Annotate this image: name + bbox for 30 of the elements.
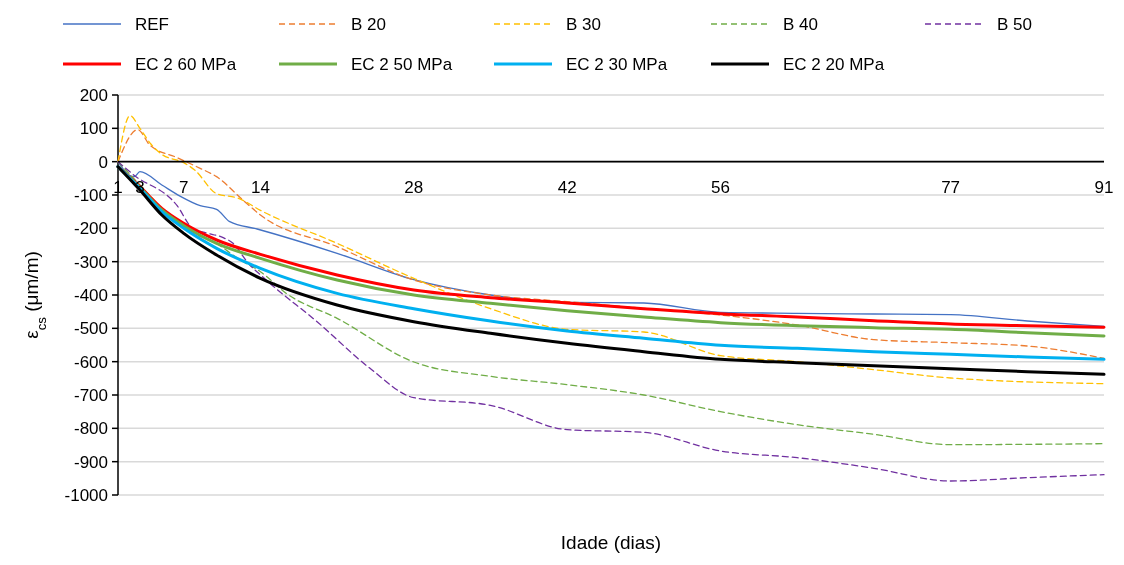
x-axis-title: Idade (dias) bbox=[560, 532, 662, 553]
legend-label: REF bbox=[135, 14, 169, 34]
legend-label: EC 2 50 MPa bbox=[351, 54, 453, 74]
y-tick-label: -1000 bbox=[64, 485, 108, 505]
y-tick-label: -700 bbox=[73, 385, 108, 405]
y-tick-label: 100 bbox=[79, 119, 108, 139]
y-tick-label: -600 bbox=[73, 352, 108, 372]
x-tick-label: 28 bbox=[404, 177, 424, 197]
x-tick-label: 42 bbox=[557, 177, 577, 197]
legend-label: B 30 bbox=[566, 14, 601, 34]
x-tick-label: 14 bbox=[250, 177, 270, 197]
legend-label: B 50 bbox=[997, 14, 1032, 34]
y-tick-label: -100 bbox=[73, 185, 108, 205]
x-tick-label: 91 bbox=[1094, 177, 1114, 197]
legend-label: EC 2 60 MPa bbox=[135, 54, 237, 74]
y-tick-label: -900 bbox=[73, 452, 108, 472]
legend-label: EC 2 30 MPa bbox=[566, 54, 668, 74]
y-tick-label: 0 bbox=[98, 152, 108, 172]
y-tick-label: -300 bbox=[73, 252, 108, 272]
x-tick-label: 56 bbox=[711, 177, 731, 197]
x-tick-label: 77 bbox=[941, 177, 961, 197]
legend-label: EC 2 20 MPa bbox=[783, 54, 885, 74]
legend-label: B 20 bbox=[351, 14, 386, 34]
x-tick-label: 7 bbox=[179, 177, 189, 197]
y-tick-label: -800 bbox=[73, 419, 108, 439]
legend-label: B 40 bbox=[783, 14, 818, 34]
y-tick-label: -500 bbox=[73, 319, 108, 339]
y-tick-label: 200 bbox=[79, 85, 108, 105]
y-tick-label: -200 bbox=[73, 219, 108, 239]
y-tick-label: -400 bbox=[73, 285, 108, 305]
